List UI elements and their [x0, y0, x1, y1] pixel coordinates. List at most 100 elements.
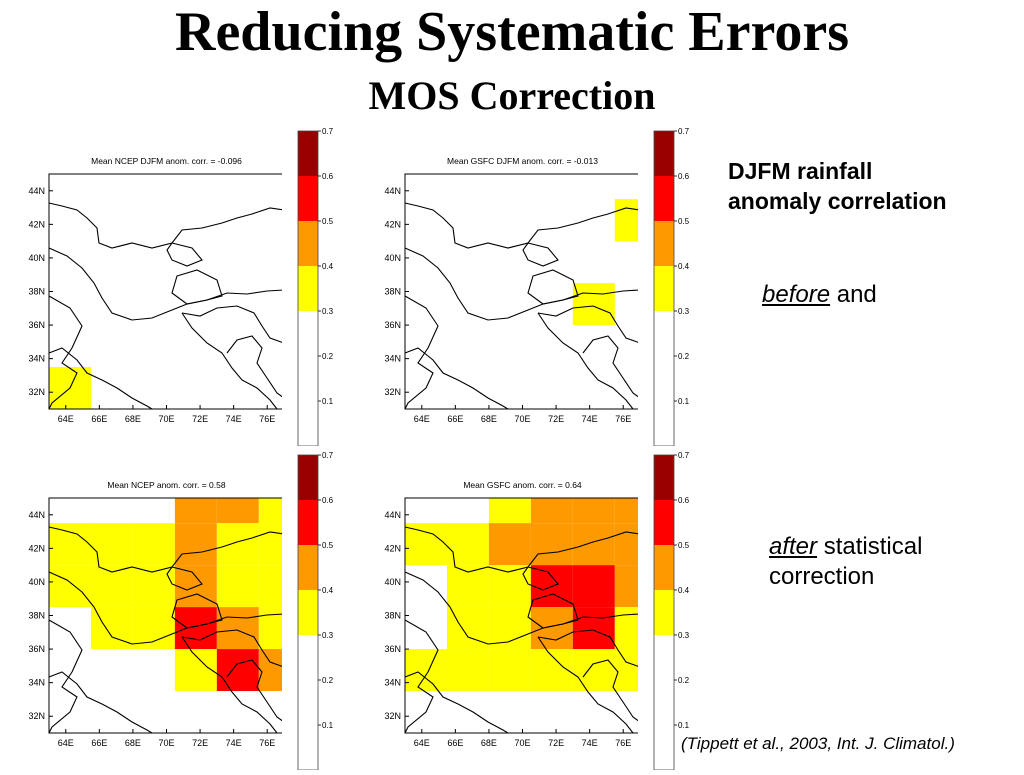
border-line	[527, 269, 579, 305]
heatmap-cell	[258, 649, 282, 692]
colorbar-tick-label: 0.4	[678, 262, 690, 271]
colorbar-bin	[298, 500, 318, 545]
heatmap-cell	[174, 523, 217, 566]
border-line	[537, 629, 638, 667]
y-tick-label: 44N	[28, 510, 45, 520]
heatmap-cell	[258, 498, 282, 524]
y-tick-label: 38N	[28, 611, 45, 621]
x-tick-label: 64E	[58, 414, 74, 424]
colorbar-tick-label: 0.3	[678, 631, 690, 640]
y-tick-label: 32N	[28, 387, 45, 397]
heatmap-cell	[174, 498, 217, 524]
y-tick-label: 38N	[384, 611, 401, 621]
colorbar-bin	[298, 455, 318, 500]
heatmap-cell	[258, 607, 282, 650]
after-word: after	[769, 533, 818, 560]
y-tick-label: 32N	[384, 387, 401, 397]
heatmap-cell	[572, 649, 615, 692]
colorbar-bin	[654, 635, 674, 770]
map-svg: Mean NCEP DJFM anom. corr. = -0.096 64E 66…	[28, 156, 282, 424]
heatmap-cell	[572, 283, 615, 326]
slide-subtitle: MOS Correction	[368, 73, 656, 118]
colorbar-tick-label: 0.5	[678, 217, 690, 226]
colorbar-tick-label: 0.1	[678, 397, 690, 406]
x-tick-label: 72E	[548, 414, 564, 424]
heatmap-cell	[572, 565, 615, 608]
x-tick-label: 76E	[259, 414, 275, 424]
x-tick-label: 72E	[192, 738, 208, 748]
colorbar-ncep-before: 0.1 0.2 0.3 0.4 0.5 0.6 0.7	[296, 126, 356, 447]
map-svg: Mean GSFC anom. corr. = 0.64 64E 66E 68E 70E…	[384, 480, 638, 748]
x-tick-label: 68E	[481, 738, 497, 748]
heatmap-cell	[216, 523, 259, 566]
heatmap-cell	[572, 523, 615, 566]
x-tick-label: 76E	[615, 414, 631, 424]
heatmap-cell	[614, 607, 638, 650]
colorbar-tick-label: 0.6	[322, 172, 334, 181]
border-line	[522, 566, 559, 591]
y-tick-label: 40N	[28, 577, 45, 587]
colorbar-tick-label: 0.7	[322, 451, 334, 460]
y-tick-label: 36N	[384, 320, 401, 330]
colorbar-bin	[654, 455, 674, 500]
y-tick-label: 38N	[28, 287, 45, 297]
before-rest: and	[830, 281, 877, 308]
x-tick-label: 70E	[158, 738, 174, 748]
colorbar-tick-label: 0.6	[678, 172, 690, 181]
border-line	[404, 202, 638, 249]
border-line	[48, 202, 282, 249]
y-tick-label: 36N	[384, 644, 401, 654]
colorbar-bin	[654, 131, 674, 176]
x-tick-label: 70E	[158, 414, 174, 424]
slide-title: Reducing Systematic Errors	[175, 1, 849, 63]
colorbar-tick-label: 0.7	[678, 451, 690, 460]
y-tick-label: 36N	[28, 644, 45, 654]
border-line	[181, 629, 282, 667]
heatmap-cell	[49, 523, 91, 566]
y-tick-label: 42N	[384, 543, 401, 553]
border-line	[48, 671, 153, 734]
x-tick-label: 66E	[447, 738, 463, 748]
heatmap-cell	[405, 523, 447, 566]
colorbar-tick-label: 0.3	[322, 307, 334, 316]
map-svg: Mean NCEP anom. corr. = 0.58 64E 66E 68E 70E…	[28, 480, 282, 748]
border-line	[48, 571, 282, 645]
x-tick-label: 68E	[125, 414, 141, 424]
border-line	[522, 242, 559, 267]
x-tick-label: 76E	[259, 738, 275, 748]
y-tick-label: 34N	[28, 678, 45, 688]
heatmap-cell	[258, 523, 282, 566]
border-line	[527, 593, 579, 629]
border-line	[48, 347, 153, 410]
colorbar-bin	[654, 311, 674, 446]
heatmap-cell	[614, 498, 638, 524]
citation: (Tippett et al., 2003, Int. J. Climatol.…	[681, 734, 955, 753]
border-line	[537, 305, 638, 343]
border-line	[166, 566, 203, 591]
heatmap-cell	[614, 523, 638, 566]
colorbar-bin	[298, 221, 318, 266]
colorbar-bin	[654, 176, 674, 221]
colorbar-bin	[298, 311, 318, 446]
colorbar-bin	[298, 266, 318, 311]
y-tick-label: 34N	[384, 354, 401, 364]
colorbar-tick-label: 0.7	[322, 127, 334, 136]
x-tick-label: 74E	[582, 738, 598, 748]
colorbar-tick-label: 0.2	[322, 352, 334, 361]
colorbar-tick-label: 0.2	[322, 676, 334, 685]
heatmap-cell	[174, 607, 217, 650]
x-tick-label: 76E	[615, 738, 631, 748]
heatmap-cell	[488, 607, 531, 650]
heatmap-cell	[488, 649, 531, 692]
y-tick-label: 34N	[384, 678, 401, 688]
border-line	[48, 295, 83, 410]
colorbar-bin	[298, 635, 318, 770]
heatmap-cell	[614, 565, 638, 608]
border-line	[537, 312, 634, 410]
y-tick-label: 36N	[28, 320, 45, 330]
x-tick-label: 64E	[414, 738, 430, 748]
colorbar-bin	[654, 590, 674, 635]
border-line	[48, 247, 282, 321]
heatmap-cell	[572, 607, 615, 650]
heatmap-cell	[258, 565, 282, 608]
